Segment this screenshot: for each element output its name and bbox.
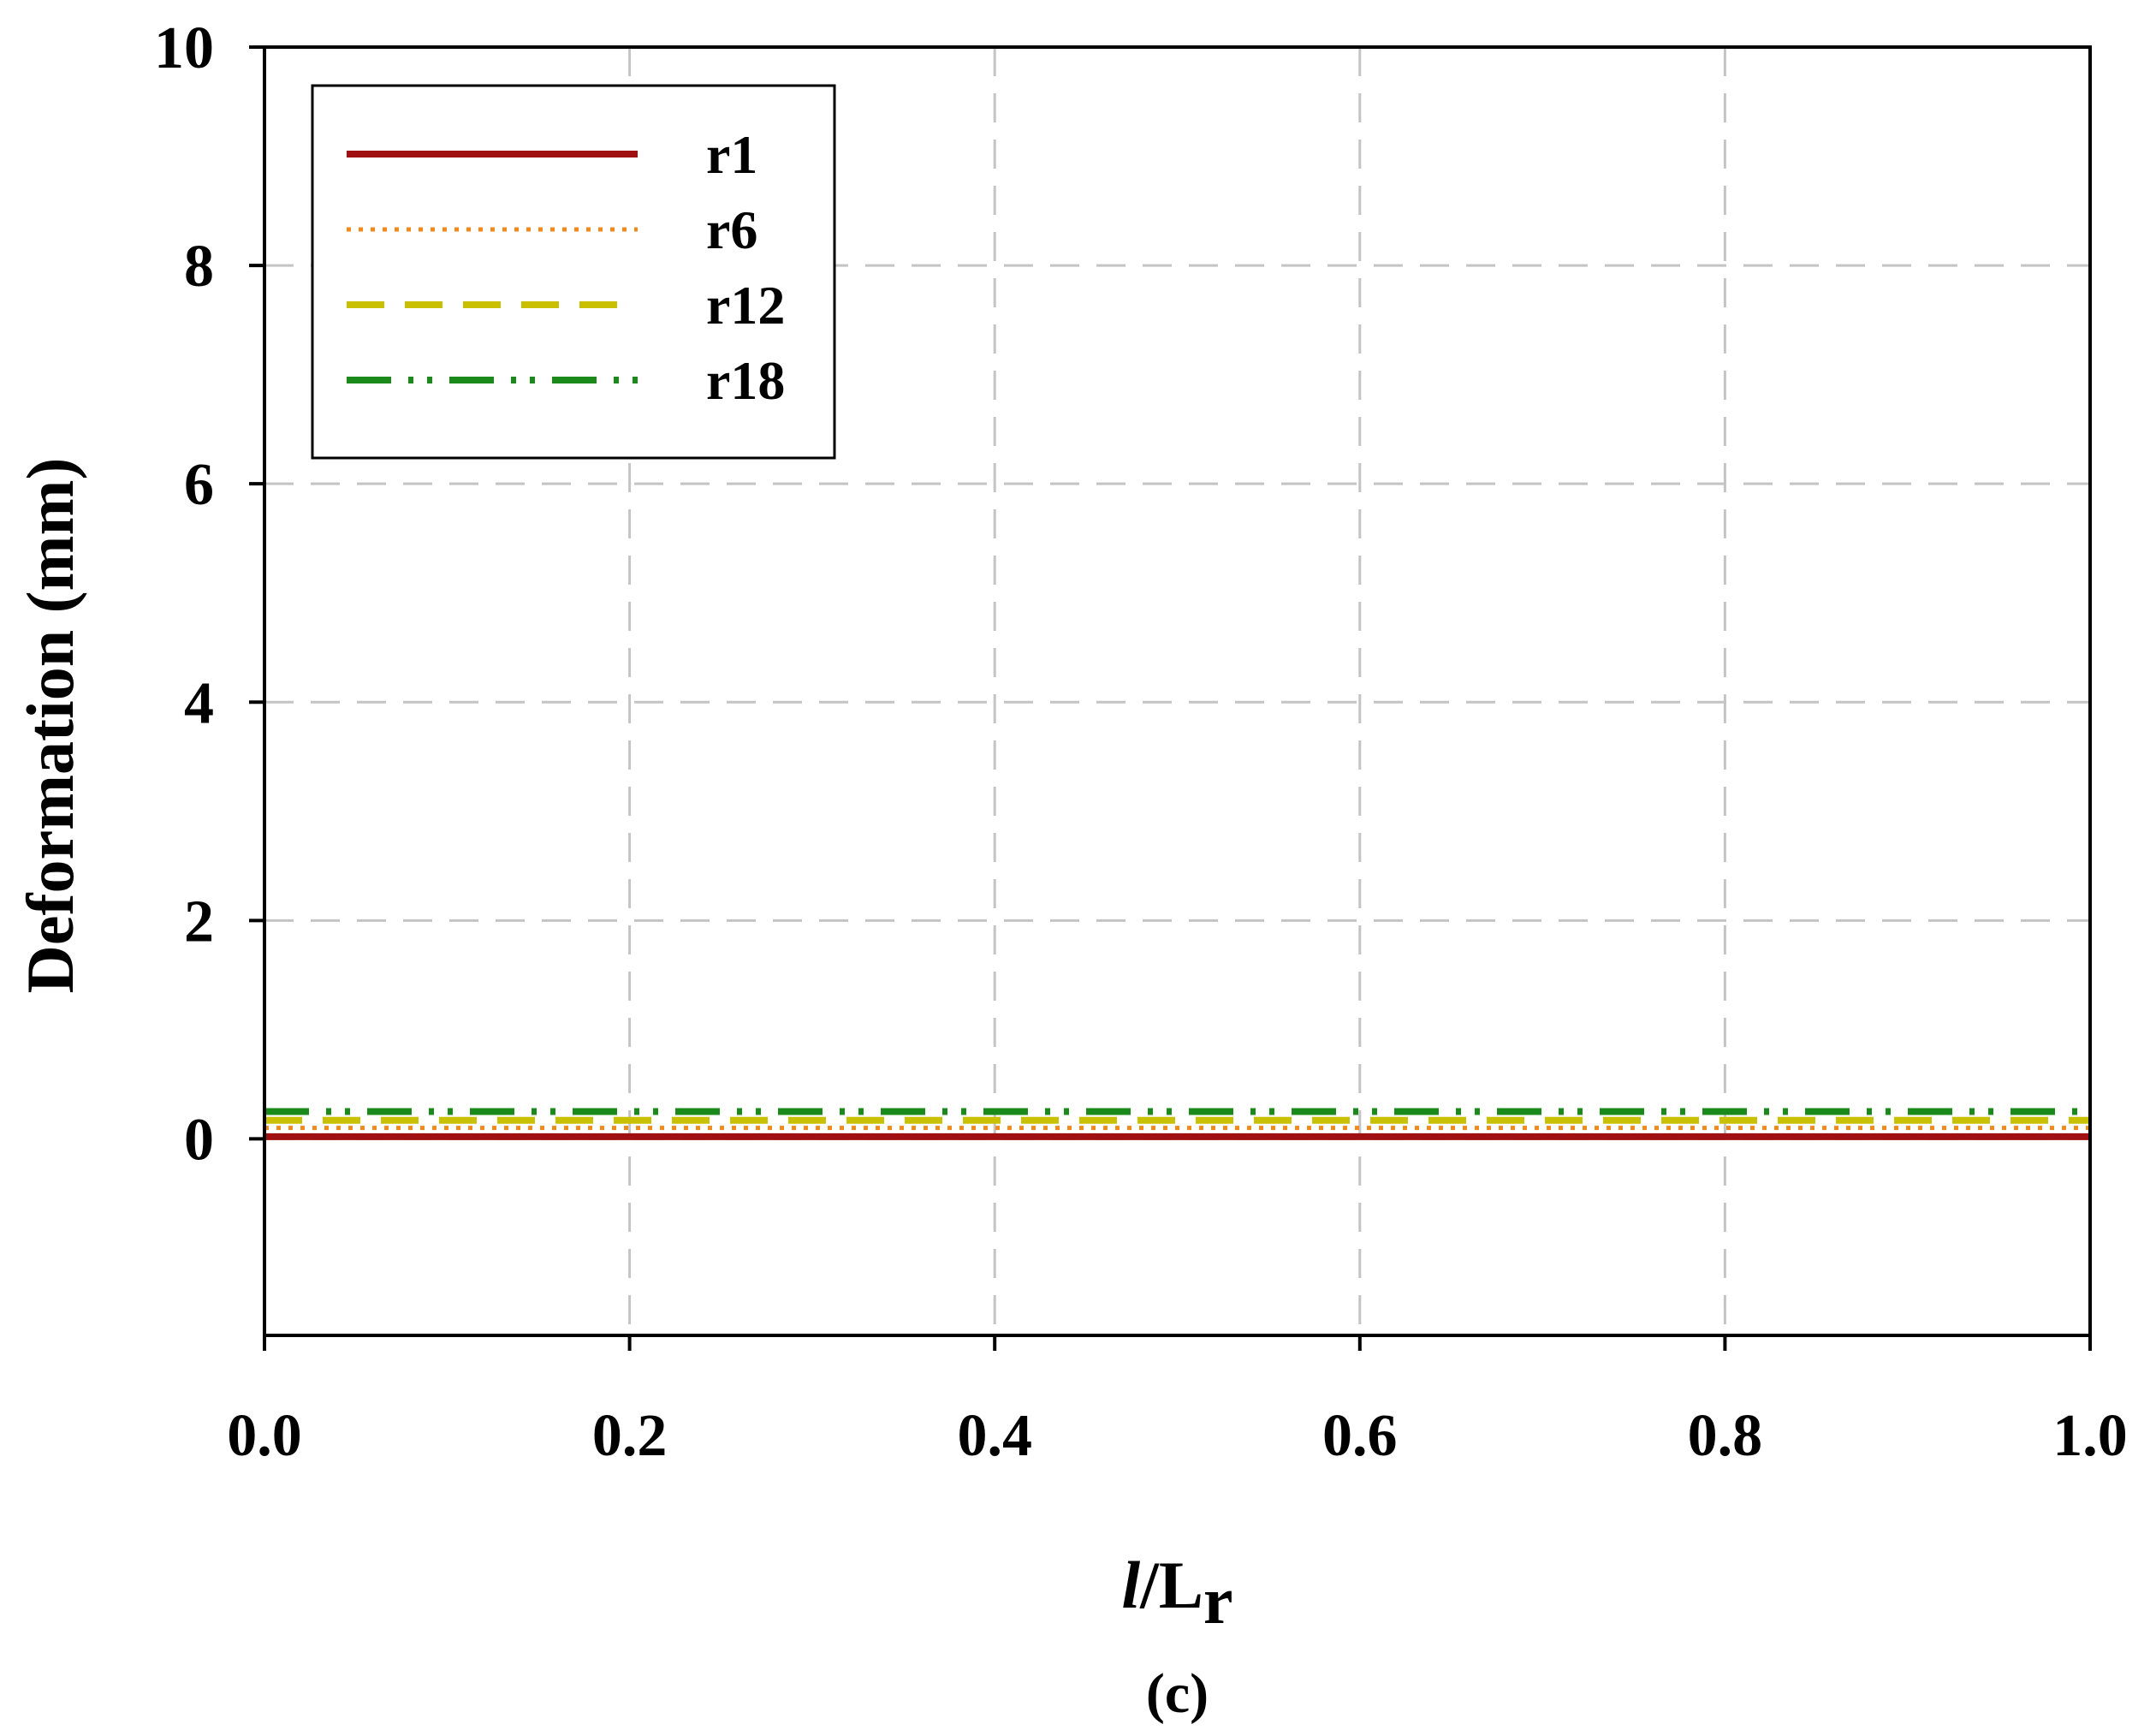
series-lines <box>264 1108 2090 1140</box>
legend-box <box>311 84 836 460</box>
y-axis-label: Deformation (mm) <box>13 458 87 994</box>
figure-caption: (c) <box>1146 1662 1209 1725</box>
y-tick-label: 0 <box>184 1107 214 1173</box>
y-tick-label: 2 <box>184 889 214 954</box>
legend-label-r12: r12 <box>706 275 785 336</box>
legend-label-r18: r18 <box>706 350 785 411</box>
plot-frame <box>263 45 2092 1337</box>
y-tick-label: 4 <box>184 670 214 736</box>
x-axis-label-variable: l <box>1122 1548 1141 1622</box>
x-tick-label: 0.4 <box>957 1403 1032 1469</box>
x-tick-label: 0.6 <box>1322 1403 1398 1469</box>
y-tick-label: 8 <box>184 234 214 300</box>
legend: r1 r6 r12 r18 <box>311 84 836 460</box>
legend-label-r6: r6 <box>706 199 757 260</box>
x-tick-label: 0.2 <box>592 1403 668 1469</box>
x-tick-label: 1.0 <box>2052 1403 2128 1469</box>
y-tick-label: 10 <box>154 15 214 81</box>
x-axis-label: l/Lr <box>1122 1548 1233 1638</box>
x-axis-label-ratio: /L <box>1139 1548 1203 1622</box>
y-tick-label: 6 <box>184 452 214 518</box>
x-tick-label: 0.0 <box>227 1403 302 1469</box>
legend-label-r1: r1 <box>706 124 757 185</box>
x-tick-label: 0.8 <box>1688 1403 1763 1469</box>
x-axis-label-subscript: r <box>1203 1563 1233 1638</box>
axis-ticks: 0.0 0.2 0.4 0.6 0.8 1.0 0 2 4 6 8 10 <box>154 15 2128 1469</box>
